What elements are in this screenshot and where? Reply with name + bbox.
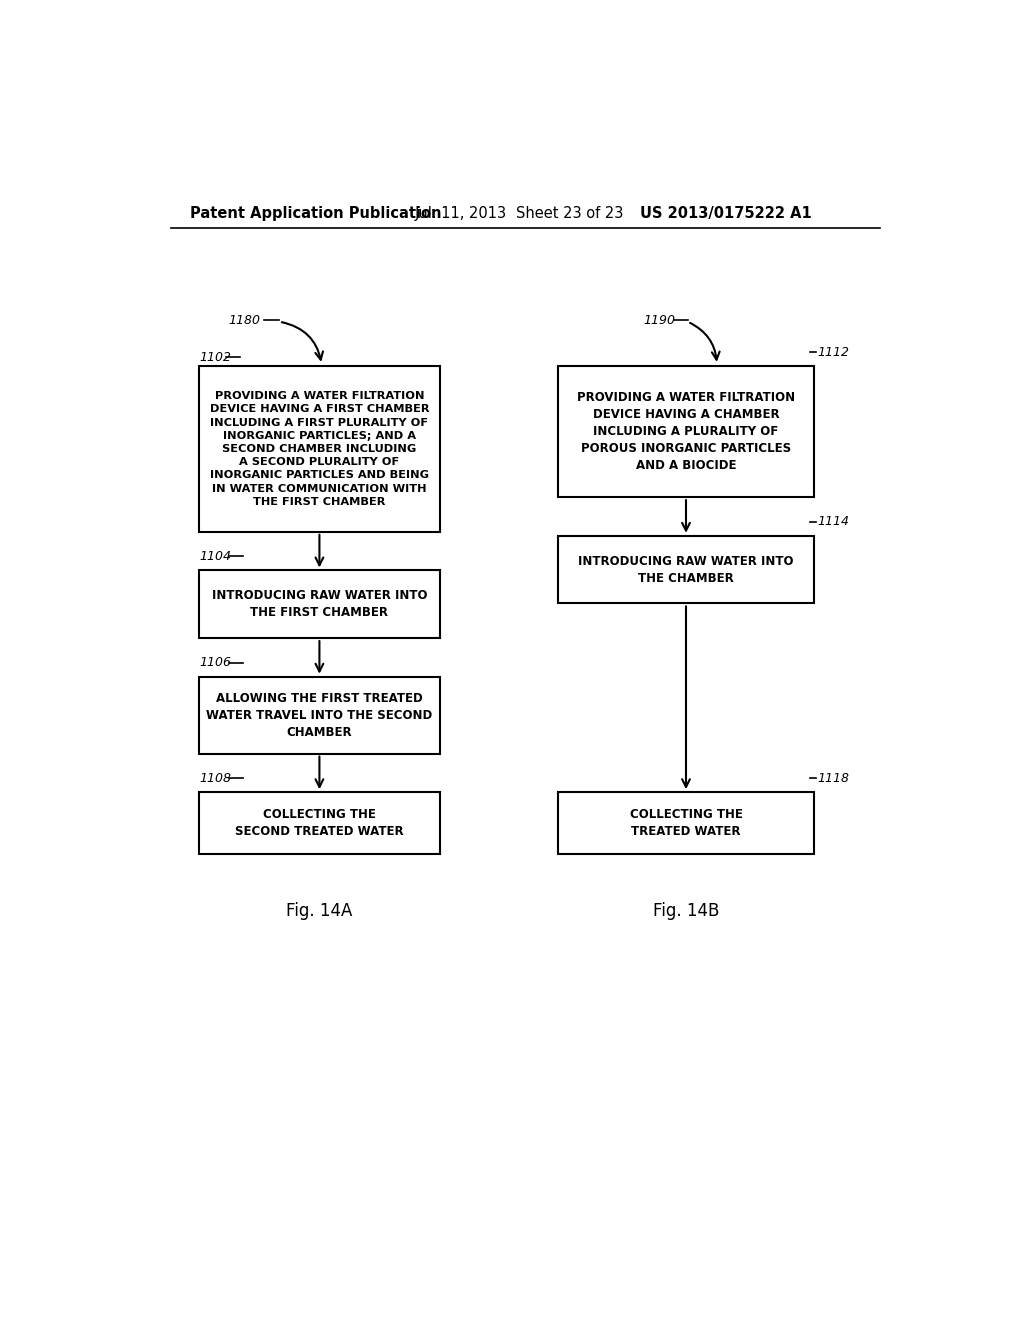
Text: 1106: 1106 <box>200 656 231 669</box>
Text: Fig. 14B: Fig. 14B <box>653 903 719 920</box>
Text: INTRODUCING RAW WATER INTO
THE CHAMBER: INTRODUCING RAW WATER INTO THE CHAMBER <box>579 554 794 585</box>
Text: 1118: 1118 <box>818 772 850 785</box>
Text: COLLECTING THE
TREATED WATER: COLLECTING THE TREATED WATER <box>630 808 742 838</box>
Text: US 2013/0175222 A1: US 2013/0175222 A1 <box>640 206 811 222</box>
FancyArrowPatch shape <box>690 323 720 359</box>
Text: INTRODUCING RAW WATER INTO
THE FIRST CHAMBER: INTRODUCING RAW WATER INTO THE FIRST CHA… <box>212 589 427 619</box>
Bar <box>558 367 814 498</box>
Text: 1180: 1180 <box>228 314 261 326</box>
Bar <box>200 570 439 638</box>
Bar <box>558 536 814 603</box>
Text: 1112: 1112 <box>818 346 850 359</box>
Text: Patent Application Publication: Patent Application Publication <box>190 206 441 222</box>
FancyArrowPatch shape <box>282 322 323 360</box>
Text: 1114: 1114 <box>818 515 850 528</box>
Text: 1104: 1104 <box>200 550 231 564</box>
Text: Sheet 23 of 23: Sheet 23 of 23 <box>515 206 623 222</box>
Text: 1108: 1108 <box>200 772 231 785</box>
Text: ALLOWING THE FIRST TREATED
WATER TRAVEL INTO THE SECOND
CHAMBER: ALLOWING THE FIRST TREATED WATER TRAVEL … <box>206 692 432 739</box>
Bar <box>558 792 814 854</box>
Text: Fig. 14A: Fig. 14A <box>287 903 352 920</box>
Text: PROVIDING A WATER FILTRATION
DEVICE HAVING A CHAMBER
INCLUDING A PLURALITY OF
PO: PROVIDING A WATER FILTRATION DEVICE HAVI… <box>577 391 795 473</box>
Text: 1190: 1190 <box>643 314 676 326</box>
Bar <box>200 367 439 532</box>
Text: 1102: 1102 <box>200 351 231 363</box>
Bar <box>200 792 439 854</box>
Text: COLLECTING THE
SECOND TREATED WATER: COLLECTING THE SECOND TREATED WATER <box>236 808 403 838</box>
Text: PROVIDING A WATER FILTRATION
DEVICE HAVING A FIRST CHAMBER
INCLUDING A FIRST PLU: PROVIDING A WATER FILTRATION DEVICE HAVI… <box>210 391 429 507</box>
Bar <box>200 677 439 754</box>
Text: Jul. 11, 2013: Jul. 11, 2013 <box>415 206 507 222</box>
